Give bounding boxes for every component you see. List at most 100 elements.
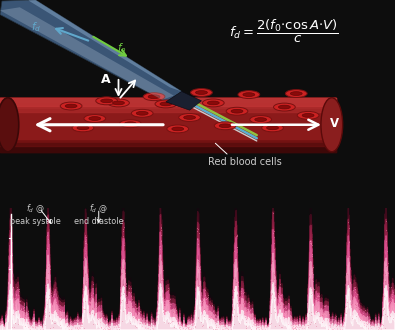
Ellipse shape	[255, 118, 267, 121]
Point	[240, 300, 246, 306]
Point	[231, 259, 237, 264]
Point	[385, 282, 391, 287]
Point	[275, 291, 281, 296]
Point	[209, 303, 215, 309]
Point	[344, 271, 350, 277]
Point	[368, 325, 374, 330]
Point	[92, 301, 98, 307]
Point	[384, 270, 391, 276]
Point	[114, 322, 120, 327]
Ellipse shape	[179, 114, 201, 121]
Point	[51, 291, 57, 296]
Point	[224, 325, 230, 330]
Point	[99, 316, 105, 322]
Point	[81, 254, 87, 259]
Point	[237, 310, 243, 315]
Point	[184, 325, 191, 330]
Point	[335, 327, 341, 330]
Point	[277, 293, 284, 298]
Point	[139, 324, 145, 329]
Point	[290, 325, 296, 330]
Point	[309, 243, 315, 248]
Point	[80, 306, 86, 311]
Point	[47, 266, 53, 272]
Point	[271, 282, 278, 288]
Point	[106, 326, 113, 330]
Point	[49, 304, 55, 309]
Point	[326, 317, 333, 323]
Point	[365, 327, 371, 330]
Point	[246, 299, 252, 304]
Polygon shape	[166, 91, 201, 110]
Point	[92, 305, 99, 311]
Point	[86, 300, 92, 305]
Ellipse shape	[231, 109, 243, 113]
Point	[279, 306, 286, 311]
Point	[257, 317, 263, 323]
Point	[296, 324, 303, 329]
Point	[303, 327, 309, 330]
Point	[103, 322, 110, 328]
Point	[63, 313, 70, 318]
Text: $f_d$ @
peak systole: $f_d$ @ peak systole	[10, 202, 61, 226]
Point	[315, 294, 321, 299]
Point	[118, 282, 124, 287]
Point	[378, 322, 385, 327]
Point	[39, 324, 45, 329]
Point	[122, 281, 129, 287]
Point	[202, 300, 209, 305]
Point	[34, 327, 41, 330]
Point	[249, 305, 256, 310]
Point	[82, 250, 88, 255]
Point	[230, 310, 236, 315]
Point	[317, 305, 324, 310]
Point	[177, 322, 183, 327]
Point	[147, 327, 153, 330]
Point	[59, 312, 66, 317]
Point	[71, 320, 77, 325]
Point	[206, 314, 212, 319]
Point	[120, 231, 126, 236]
Point	[85, 299, 92, 305]
Point	[134, 305, 140, 310]
Point	[228, 326, 235, 330]
Point	[230, 322, 237, 327]
Point	[120, 228, 126, 234]
Point	[270, 227, 276, 232]
Point	[187, 327, 193, 330]
Point	[183, 325, 189, 330]
Point	[197, 299, 203, 305]
Point	[56, 305, 62, 310]
Point	[278, 296, 284, 301]
Point	[185, 322, 191, 327]
Point	[27, 324, 33, 329]
Point	[207, 314, 214, 319]
Point	[66, 327, 72, 330]
Point	[24, 311, 30, 316]
Point	[245, 309, 251, 314]
Point	[305, 318, 311, 324]
Point	[236, 304, 243, 309]
Point	[119, 318, 125, 324]
Point	[211, 318, 217, 323]
Point	[222, 325, 229, 330]
Point	[122, 270, 128, 276]
Point	[73, 325, 80, 330]
Point	[307, 260, 313, 265]
Point	[74, 326, 81, 330]
Point	[242, 310, 248, 315]
Point	[272, 284, 278, 289]
Point	[63, 317, 69, 322]
Point	[72, 327, 78, 330]
Point	[15, 321, 21, 326]
Point	[301, 325, 308, 330]
Point	[162, 302, 168, 307]
Point	[35, 320, 41, 326]
Point	[246, 312, 252, 317]
Point	[43, 284, 49, 289]
Point	[149, 326, 156, 330]
Point	[176, 321, 182, 326]
Point	[109, 327, 116, 330]
Point	[314, 294, 320, 299]
Point	[132, 323, 138, 328]
